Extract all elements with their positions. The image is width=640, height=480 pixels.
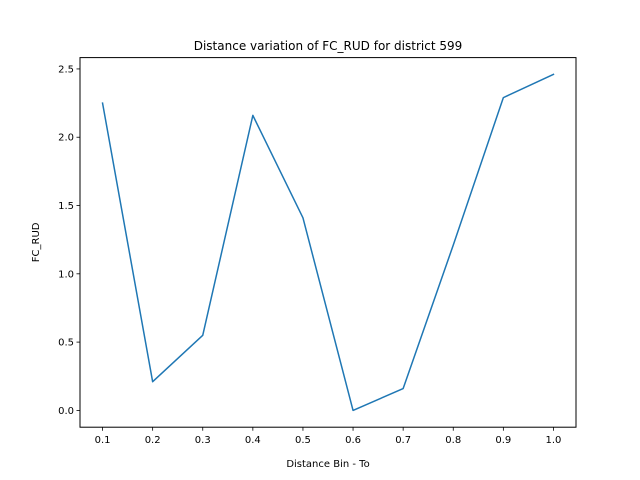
y-axis: 0.0 0.5 1.0 1.5 2.0 2.5 — [58, 64, 80, 417]
chart-title: Distance variation of FC_RUD for distric… — [194, 39, 463, 53]
y-tick-label: 0.5 — [58, 338, 74, 349]
series-layer — [101, 73, 555, 412]
y-tick-label: 0.0 — [58, 406, 74, 417]
x-axis: 0.1 0.2 0.3 0.4 0.5 0.6 0.7 0.8 0.9 1.0 — [95, 427, 562, 446]
plot-frame — [79, 57, 577, 428]
y-tick-label: 1.0 — [58, 269, 74, 280]
y-tick-label: 2.5 — [58, 64, 74, 75]
y-tick-label: 1.5 — [58, 201, 74, 212]
y-tick-label: 2.0 — [58, 133, 74, 144]
x-axis-label: Distance Bin - To — [286, 459, 369, 470]
x-tick-label: 0.6 — [345, 435, 361, 446]
x-tick-label: 0.3 — [195, 435, 211, 446]
series-line — [101, 73, 555, 412]
y-axis-label: FC_RUD — [31, 222, 42, 262]
x-tick-label: 0.1 — [95, 435, 111, 446]
x-tick-label: 0.4 — [245, 435, 261, 446]
x-tick-label: 0.5 — [295, 435, 311, 446]
x-tick-label: 0.8 — [445, 435, 461, 446]
x-tick-label: 0.2 — [145, 435, 161, 446]
x-tick-label: 1.0 — [546, 435, 562, 446]
x-tick-label: 0.9 — [495, 435, 511, 446]
x-tick-label: 0.7 — [395, 435, 411, 446]
